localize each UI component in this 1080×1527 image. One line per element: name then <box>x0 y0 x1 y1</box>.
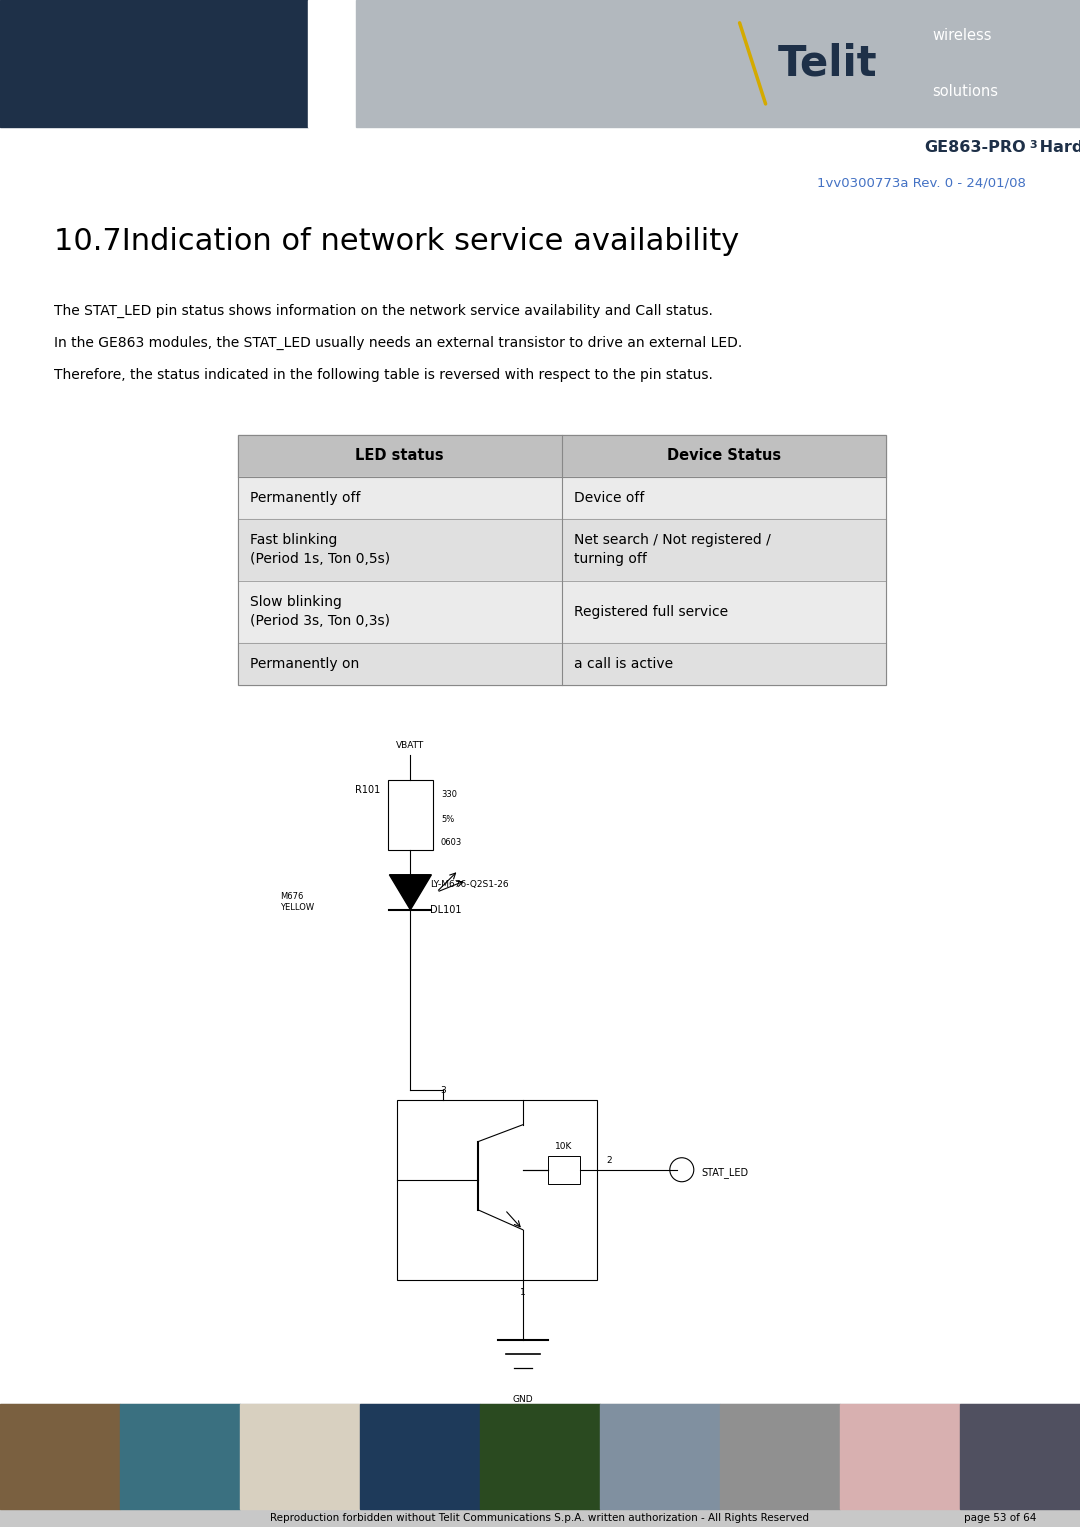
Bar <box>238 435 886 684</box>
Text: GE863-PRO: GE863-PRO <box>924 140 1026 154</box>
Text: GND: GND <box>513 1394 534 1403</box>
Bar <box>240 1403 360 1509</box>
Text: 1: 1 <box>519 1287 526 1296</box>
Text: 10.7Indication of network service availability: 10.7Indication of network service availa… <box>54 228 739 257</box>
Text: STAT_LED: STAT_LED <box>702 1167 748 1179</box>
Text: In the GE863 modules, the STAT_LED usually needs an external transistor to drive: In the GE863 modules, the STAT_LED usual… <box>54 336 742 350</box>
Bar <box>238 580 886 643</box>
Bar <box>600 1403 720 1509</box>
Text: Slow blinking
(Period 3s, Ton 0,3s): Slow blinking (Period 3s, Ton 0,3s) <box>249 596 390 629</box>
Text: VBATT: VBATT <box>396 741 424 750</box>
Bar <box>0 1403 120 1509</box>
Text: 3: 3 <box>1029 140 1037 150</box>
Text: Permanently off: Permanently off <box>249 490 360 505</box>
Bar <box>238 643 886 684</box>
Text: a call is active: a call is active <box>573 657 673 670</box>
Bar <box>238 435 886 476</box>
Text: solutions: solutions <box>933 84 999 99</box>
Bar <box>238 519 886 580</box>
Polygon shape <box>390 875 431 910</box>
Text: Net search / Not registered /
turning off: Net search / Not registered / turning of… <box>573 533 770 567</box>
Text: M676
YELLOW: M676 YELLOW <box>281 892 314 912</box>
Text: DL101: DL101 <box>431 904 462 915</box>
Bar <box>308 0 356 127</box>
Bar <box>396 1099 597 1280</box>
Text: 2: 2 <box>607 1156 612 1165</box>
Text: 0603: 0603 <box>441 838 462 847</box>
Bar <box>120 1403 240 1509</box>
Text: Permanently on: Permanently on <box>249 657 359 670</box>
Bar <box>388 780 433 849</box>
Text: Reproduction forbidden without Telit Communications S.p.A. written authorization: Reproduction forbidden without Telit Com… <box>270 1513 810 1522</box>
Bar <box>480 1403 600 1509</box>
Text: wireless: wireless <box>933 27 993 43</box>
Text: Device off: Device off <box>573 490 644 505</box>
Text: Registered full service: Registered full service <box>573 605 728 618</box>
Text: 5%: 5% <box>441 815 455 823</box>
Text: Hardware User Guide: Hardware User Guide <box>1034 140 1080 154</box>
Text: Fast blinking
(Period 1s, Ton 0,5s): Fast blinking (Period 1s, Ton 0,5s) <box>249 533 390 567</box>
Bar <box>548 1156 580 1183</box>
Bar <box>360 1403 480 1509</box>
Text: LED status: LED status <box>355 449 444 463</box>
Text: 1vv0300773a Rev. 0 - 24/01/08: 1vv0300773a Rev. 0 - 24/01/08 <box>818 177 1026 189</box>
Text: The STAT_LED pin status shows information on the network service availability an: The STAT_LED pin status shows informatio… <box>54 304 713 318</box>
Text: page 53 of 64: page 53 of 64 <box>964 1513 1037 1522</box>
Text: R101: R101 <box>354 785 380 794</box>
Text: Therefore, the status indicated in the following table is reversed with respect : Therefore, the status indicated in the f… <box>54 368 713 382</box>
Text: Device Status: Device Status <box>666 449 781 463</box>
Bar <box>960 1403 1080 1509</box>
Bar <box>720 1403 840 1509</box>
Text: Telit: Telit <box>778 43 877 84</box>
Text: 3: 3 <box>440 1086 446 1095</box>
Bar <box>356 0 1080 127</box>
Text: 330: 330 <box>441 789 457 799</box>
Bar <box>238 476 886 519</box>
Bar <box>840 1403 960 1509</box>
Bar <box>0 0 308 127</box>
Text: 10K: 10K <box>555 1142 572 1151</box>
Text: LY-M676-Q2S1-26: LY-M676-Q2S1-26 <box>431 880 509 889</box>
Bar <box>0 1403 1080 1527</box>
